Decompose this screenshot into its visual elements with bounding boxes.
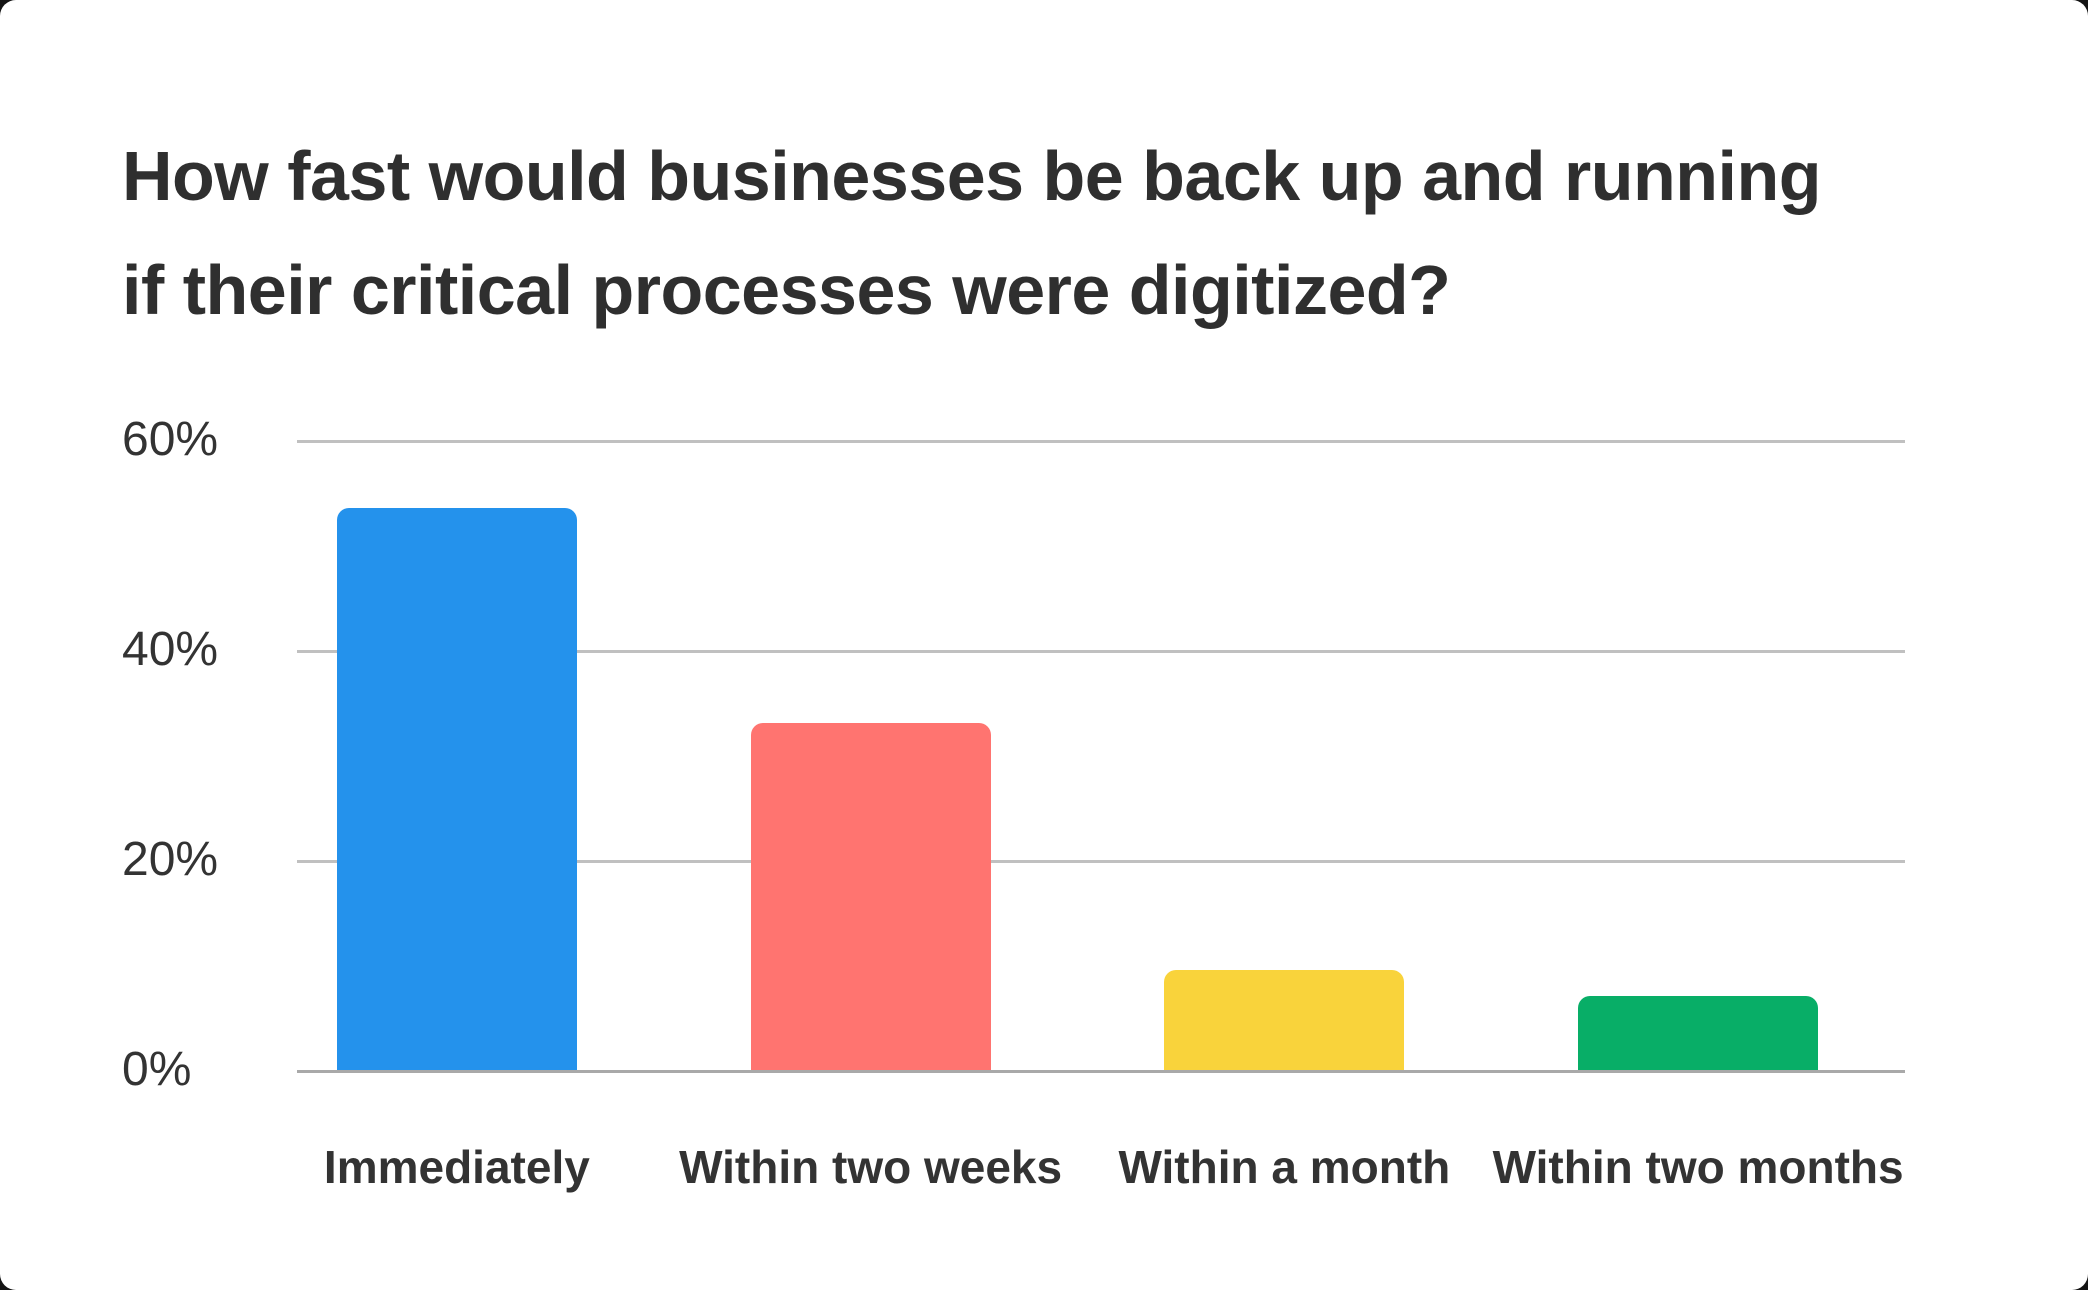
y-tick-label: 0% xyxy=(122,1043,192,1096)
chart-title: How fast would businesses be back up and… xyxy=(122,119,2022,347)
x-tick-label: Within two weeks xyxy=(679,1141,1063,1193)
bar-slot xyxy=(664,440,1078,1070)
bar-within-two-months xyxy=(1578,996,1819,1070)
x-tick-label: Within a month xyxy=(1118,1141,1451,1193)
x-axis-labels: Immediately Within two weeks Within a mont… xyxy=(250,1140,1905,1194)
y-tick-label: 40% xyxy=(122,623,219,676)
x-tick-label: Immediately xyxy=(323,1141,590,1193)
bar-slot xyxy=(1491,440,1905,1070)
bar-slot xyxy=(250,440,664,1070)
bar-slot xyxy=(1078,440,1492,1070)
bar-immediately xyxy=(336,508,577,1070)
y-tick-label: 20% xyxy=(122,833,219,886)
gridlines xyxy=(297,440,1905,1073)
gridline xyxy=(297,650,1905,653)
gridline xyxy=(297,440,1905,443)
bars xyxy=(250,440,1905,1070)
baseline-gridline xyxy=(297,1070,1905,1073)
chart-title-line-1: How fast would businesses be back up and… xyxy=(122,136,1822,215)
y-tick-label: 60% xyxy=(122,413,219,466)
chart-title-line-2: if their critical processes were digitiz… xyxy=(122,250,1451,329)
bar-within-two-weeks xyxy=(750,723,991,1070)
x-tick-label: Within two months xyxy=(1492,1141,1904,1193)
gridline xyxy=(297,860,1905,863)
bar-within-a-month xyxy=(1164,970,1405,1070)
